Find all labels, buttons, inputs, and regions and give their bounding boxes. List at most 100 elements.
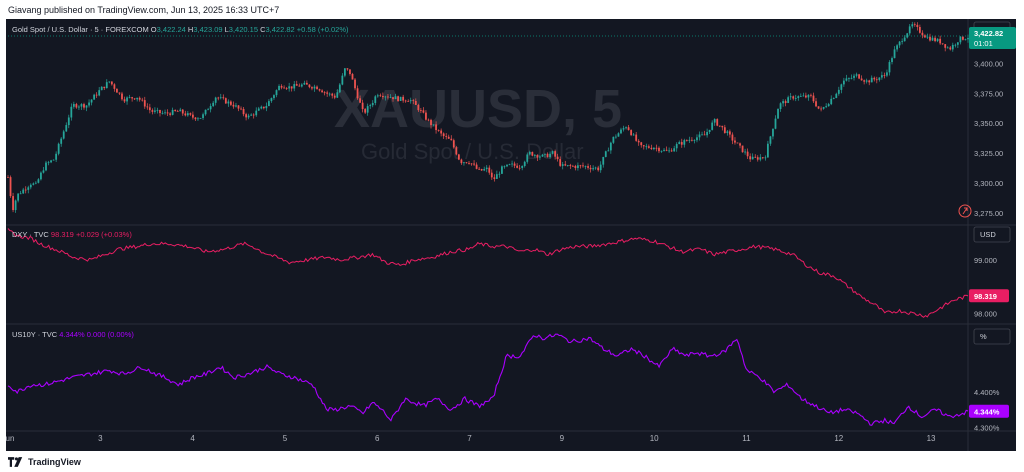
candle-body bbox=[637, 140, 640, 143]
candle-body bbox=[539, 156, 541, 158]
candle-body bbox=[620, 129, 622, 134]
candle-body bbox=[764, 157, 767, 159]
candle-body bbox=[675, 144, 678, 149]
candle-body bbox=[62, 131, 65, 139]
candle-body bbox=[121, 93, 123, 100]
candle-body bbox=[245, 114, 248, 118]
candle-body bbox=[893, 49, 896, 59]
candle-body bbox=[536, 155, 539, 158]
ohlc-key: L bbox=[225, 25, 229, 34]
candle-body bbox=[731, 134, 734, 141]
candle-body bbox=[888, 62, 891, 73]
candle-body bbox=[523, 161, 526, 167]
candle-body bbox=[698, 134, 701, 138]
gold-change: +0.58 (+0.02%) bbox=[297, 25, 349, 34]
candle-body bbox=[827, 104, 830, 107]
candle-body bbox=[870, 77, 873, 83]
us10y-last-value: 4.344% bbox=[974, 408, 1000, 417]
candle-body bbox=[913, 24, 916, 26]
candle-body bbox=[72, 104, 75, 107]
candle-body bbox=[40, 172, 42, 180]
candle-body bbox=[204, 109, 207, 115]
dxy-axis-label: 99.000 bbox=[974, 256, 997, 265]
candle-body bbox=[815, 101, 817, 107]
candle-body bbox=[898, 41, 901, 46]
time-axis-label: 12 bbox=[834, 434, 843, 443]
candle-body bbox=[802, 95, 805, 97]
candle-body bbox=[9, 177, 12, 197]
candle-body bbox=[865, 80, 868, 82]
candle-body bbox=[511, 163, 513, 165]
candle-body bbox=[612, 136, 615, 143]
candle-body bbox=[116, 88, 118, 93]
unit-button[interactable] bbox=[973, 328, 1011, 345]
candle-body bbox=[392, 97, 394, 100]
candle-body bbox=[908, 26, 911, 34]
candle-body bbox=[533, 155, 536, 156]
candle-body bbox=[797, 96, 800, 98]
candle-body bbox=[678, 142, 681, 145]
candle-body bbox=[485, 167, 488, 170]
candle-body bbox=[394, 96, 397, 100]
candle-body bbox=[181, 109, 184, 114]
price-axis-label: 3,400.00 bbox=[974, 59, 1003, 68]
candle-body bbox=[387, 96, 389, 98]
candle-body bbox=[136, 97, 139, 100]
dxy-title: DXY · TVC bbox=[12, 230, 51, 239]
candle-body bbox=[832, 97, 835, 99]
candle-body bbox=[878, 77, 881, 80]
candle-body bbox=[807, 94, 810, 98]
candle-body bbox=[460, 159, 463, 164]
bar-countdown: 01:01 bbox=[974, 39, 993, 48]
candle-body bbox=[488, 167, 491, 173]
unit-button-label: % bbox=[980, 332, 987, 341]
candle-body bbox=[903, 37, 906, 42]
replay-icon[interactable] bbox=[958, 204, 972, 218]
candle-body bbox=[217, 97, 220, 99]
candle-body bbox=[85, 105, 88, 108]
candle-body bbox=[412, 100, 415, 101]
candle-body bbox=[17, 193, 20, 201]
candle-body bbox=[741, 145, 744, 153]
candle-body bbox=[57, 143, 60, 154]
candle-body bbox=[531, 151, 534, 156]
candle-body bbox=[916, 24, 919, 27]
dxy-currency-button[interactable] bbox=[973, 226, 1011, 243]
candle-body bbox=[50, 160, 52, 163]
ohlc-value: 3,420.15 bbox=[229, 25, 260, 34]
candle-body bbox=[174, 109, 177, 111]
candle-body bbox=[12, 196, 14, 211]
candle-body bbox=[544, 153, 546, 155]
candle-body bbox=[24, 189, 27, 191]
candle-body bbox=[207, 109, 210, 111]
chart-frame[interactable]: XAUUSD, 5 Gold Spot / U.S. Dollar Jun 3 4 5… bbox=[6, 19, 1016, 451]
time-axis-label: 3 bbox=[98, 434, 103, 443]
candle-body bbox=[224, 98, 227, 104]
last-price-badge bbox=[969, 26, 1016, 49]
candle-body bbox=[93, 94, 96, 100]
candle-body bbox=[447, 136, 450, 139]
candle-body bbox=[483, 169, 486, 171]
candle-body bbox=[376, 95, 379, 97]
candle-body bbox=[118, 92, 121, 94]
candle-body bbox=[126, 97, 128, 102]
candle-body bbox=[716, 119, 719, 126]
candle-body bbox=[779, 103, 782, 109]
candle-body bbox=[584, 166, 587, 167]
candle-body bbox=[713, 119, 716, 123]
candle-body bbox=[549, 153, 551, 158]
candle-body bbox=[105, 82, 108, 89]
candle-body bbox=[247, 115, 250, 118]
candle-body bbox=[257, 108, 260, 111]
candle-body bbox=[561, 164, 564, 166]
time-axis-label: 9 bbox=[560, 434, 565, 443]
candle-body bbox=[822, 107, 825, 109]
candle-body bbox=[769, 136, 772, 144]
candle-body bbox=[100, 86, 103, 91]
candle-body bbox=[475, 164, 478, 169]
candle-body bbox=[766, 143, 769, 158]
candle-body bbox=[470, 163, 473, 165]
ohlc-value: 3,422.82 bbox=[266, 25, 297, 34]
chart-canvas[interactable]: XAUUSD, 5 Gold Spot / U.S. Dollar Jun 3 4 5… bbox=[6, 19, 1016, 451]
candle-body bbox=[559, 159, 562, 166]
